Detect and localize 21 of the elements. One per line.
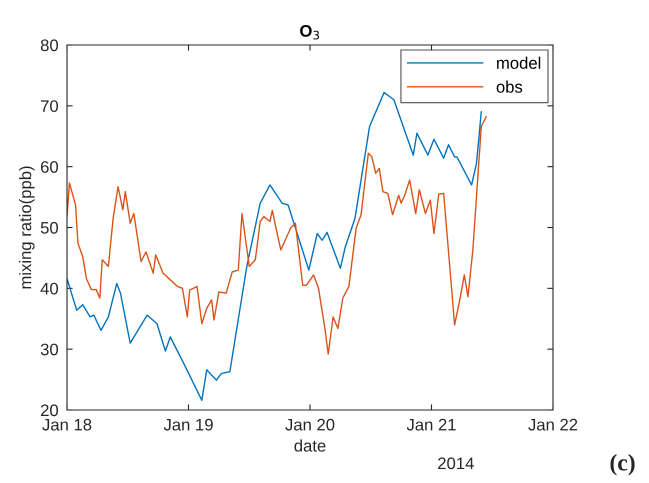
x-axis-title: date [294,439,326,452]
y-axis-title: mixing ratio(ppb) [19,166,35,288]
x-tick-label: Jan 20 [285,418,334,431]
x-tick-label: Jan 18 [42,418,92,431]
legend-label: obs [496,80,522,93]
x-tick-label: Jan 22 [528,418,578,431]
y-tick-label: 40 [40,282,58,295]
line-series [67,116,487,355]
x-tick-label: Jan 19 [164,418,213,431]
text: (c) [610,454,635,476]
y-tick-label: 70 [40,100,58,112]
chart-title: O$_{3}$ [300,25,320,40]
y-tick-label: 60 [40,161,58,173]
legend-label: model [497,56,540,69]
text: 2014 [438,457,474,470]
y-tick-label: 80 [40,39,58,52]
y-tick-label: 30 [40,344,58,356]
x-tick-label: Jan 21 [406,418,456,431]
y-tick-label: 50 [40,222,58,234]
y-tick-label: 20 [40,404,58,416]
line-series [67,92,482,401]
